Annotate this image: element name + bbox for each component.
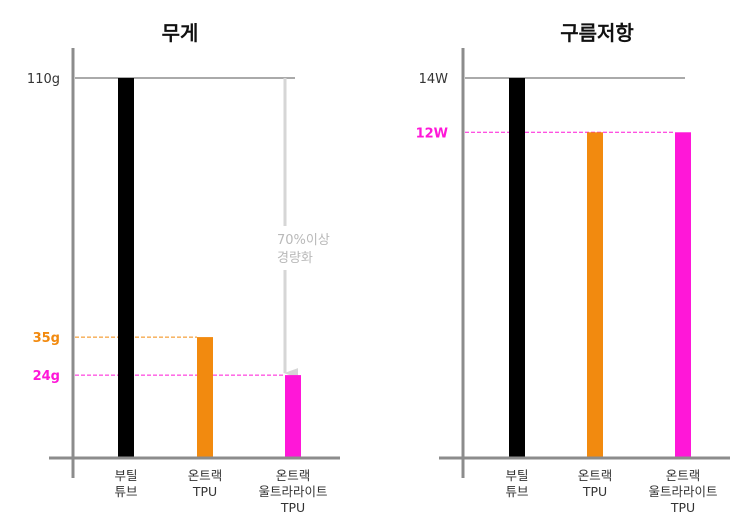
bar — [509, 78, 525, 458]
category-label: 부틸 — [114, 468, 137, 483]
annotation-text: 70%이상 — [277, 233, 330, 248]
chart-title: 무게 — [162, 21, 199, 45]
bar — [197, 337, 213, 458]
tick-label: 12W — [416, 126, 448, 141]
category-label: 울트라라이트 — [258, 484, 327, 499]
weight-chart: 무게70%이상경량화110g35g24g부틸튜브온트랙TPU온트랙울트라라이트T… — [27, 21, 340, 515]
category-label: 울트라라이트 — [648, 484, 717, 499]
category-label: TPU — [582, 484, 607, 499]
chart-title: 구름저항 — [560, 21, 634, 45]
annotation-backdrop — [253, 226, 323, 270]
tick-label: 35g — [33, 331, 60, 346]
tick-label: 24g — [33, 369, 60, 384]
bar — [118, 78, 134, 458]
tick-label: 14W — [419, 72, 449, 87]
bar — [285, 375, 301, 458]
category-label: 튜브 — [505, 484, 528, 499]
category-label: 온트랙 — [276, 468, 311, 483]
category-label: 온트랙 — [666, 468, 701, 483]
category-label: TPU — [280, 500, 305, 515]
bar — [675, 132, 691, 459]
bar — [587, 132, 603, 459]
category-label: 부틸 — [505, 468, 528, 483]
category-label: 온트랙 — [578, 468, 613, 483]
category-label: 온트랙 — [188, 468, 223, 483]
annotation-text: 경량화 — [277, 251, 313, 266]
category-label: TPU — [192, 484, 217, 499]
tick-label: 110g — [27, 72, 60, 87]
category-label: TPU — [670, 500, 695, 515]
category-label: 튜브 — [114, 484, 137, 499]
